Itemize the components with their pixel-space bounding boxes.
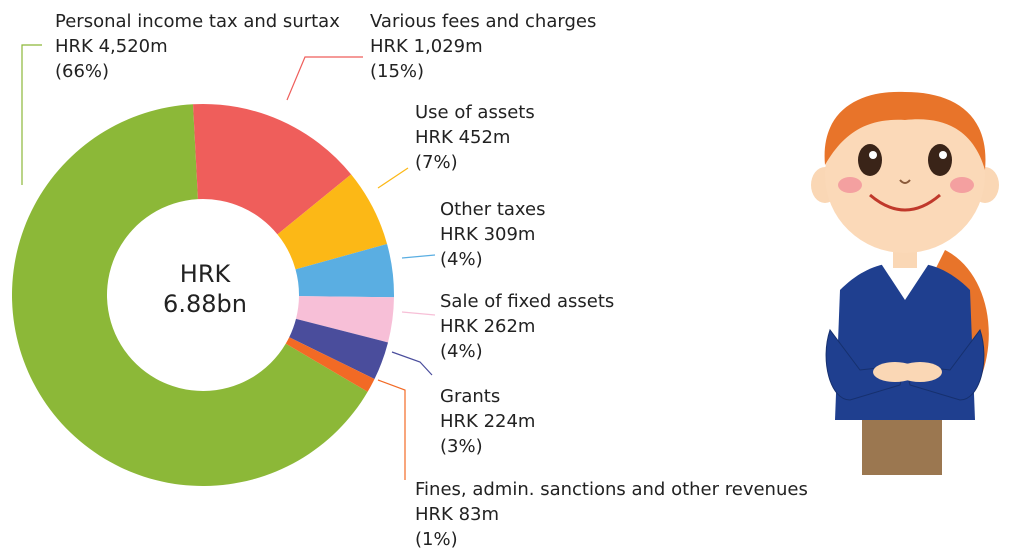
percent-label: (7%) [415, 152, 458, 173]
donut-segment [295, 296, 394, 343]
category-label: Other taxes [440, 199, 545, 220]
percent-label: (15%) [370, 61, 424, 82]
percent-label: (66%) [55, 61, 109, 82]
category-label: Fines, admin. sanctions and other revenu… [415, 479, 808, 500]
percent-label: (4%) [440, 249, 483, 270]
percent-label: (3%) [440, 436, 483, 457]
illustration [811, 91, 999, 475]
category-label: Use of assets [415, 102, 535, 123]
donut-segment [12, 104, 368, 487]
leader-line [21, 44, 42, 185]
donut-segment [295, 243, 394, 298]
donut-segment [193, 104, 352, 235]
value-label: HRK 83m [415, 504, 499, 525]
leader-line [391, 351, 433, 376]
value-label: HRK 452m [415, 127, 510, 148]
category-label: Various fees and charges [370, 11, 596, 32]
donut-segment [285, 337, 375, 392]
donut-segment [277, 174, 388, 270]
category-label: Sale of fixed assets [440, 291, 614, 312]
category-label: Grants [440, 386, 500, 407]
value-label: HRK 4,520m [55, 36, 168, 57]
leader-line [377, 167, 409, 189]
value-label: HRK 224m [440, 411, 535, 432]
donut [12, 104, 394, 487]
category-label: Personal income tax and surtax [55, 11, 340, 32]
leader-line [401, 311, 436, 316]
value-label: HRK 262m [440, 316, 535, 337]
percent-label: (1%) [415, 529, 458, 550]
leader-line [401, 254, 436, 259]
center-label: HRK [180, 260, 232, 288]
percent-label: (4%) [440, 341, 483, 362]
leader-line [377, 379, 406, 480]
value-label: HRK 1,029m [370, 36, 483, 57]
value-label: HRK 309m [440, 224, 535, 245]
donut-segment [289, 318, 389, 380]
leader-line [286, 56, 363, 101]
center-label: 6.88bn [163, 290, 247, 318]
